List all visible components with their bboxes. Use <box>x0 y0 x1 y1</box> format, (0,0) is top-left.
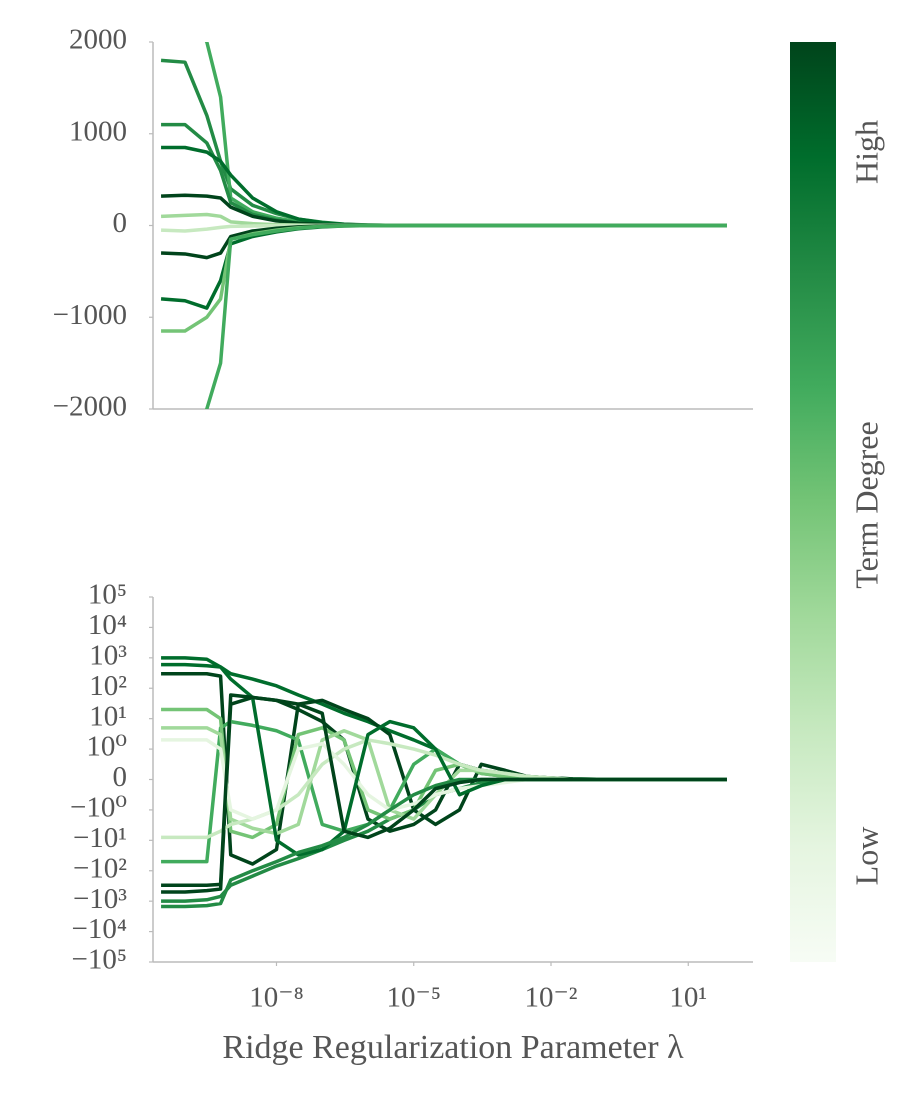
x-tick-label: 10⁻² <box>524 982 577 1014</box>
y-tick-label: 10¹ <box>89 700 127 732</box>
coefficient-line <box>204 223 727 409</box>
y-tick-label: 10⁴ <box>88 609 127 641</box>
plot-lines <box>160 42 727 409</box>
y-tick-label: 0 <box>113 207 128 239</box>
y-tick-label: 10⁵ <box>88 579 127 611</box>
y-tick-label: 2000 <box>69 24 127 56</box>
coefficient-line <box>161 223 727 333</box>
y-tick-label: 10³ <box>89 639 127 671</box>
coefficient-line <box>160 58 727 228</box>
y-tick-label: −10⁴ <box>72 913 127 945</box>
x-tick-label: 10¹ <box>669 982 707 1014</box>
x-tick-label: 10⁻⁸ <box>249 982 303 1014</box>
x-tick-label: 10⁻⁵ <box>387 982 441 1014</box>
coefficient-line <box>161 693 727 888</box>
colorbar-low: Low <box>848 827 884 886</box>
coefficient-line <box>161 777 727 909</box>
y-tick-label: −1000 <box>53 299 127 331</box>
colorbar <box>790 42 836 962</box>
y-tick-label: −2000 <box>53 391 127 423</box>
coefficient-line <box>160 223 727 310</box>
coefficient-line <box>161 122 727 228</box>
y-tick-label: 10⁰ <box>86 731 127 763</box>
plot-lines <box>161 656 727 909</box>
x-axis-label: Ridge Regularization Parameter λ <box>222 1029 684 1066</box>
y-tick-label: 1000 <box>69 115 127 147</box>
coefficient-line <box>161 777 727 903</box>
coefficient-line <box>161 656 727 782</box>
y-tick-label: −10⁰ <box>70 792 127 824</box>
colorbar-label: Term Degree <box>848 421 884 588</box>
y-tick-label: −10³ <box>73 883 127 915</box>
y-tick-label: −10⁵ <box>72 944 127 976</box>
y-tick-label: −10¹ <box>73 822 127 854</box>
colorbar-high: High <box>848 120 884 184</box>
y-tick-label: −10² <box>73 852 127 884</box>
y-tick-label: 10² <box>89 670 127 702</box>
coefficient-line <box>160 223 727 260</box>
y-tick-label: 0 <box>113 761 128 793</box>
